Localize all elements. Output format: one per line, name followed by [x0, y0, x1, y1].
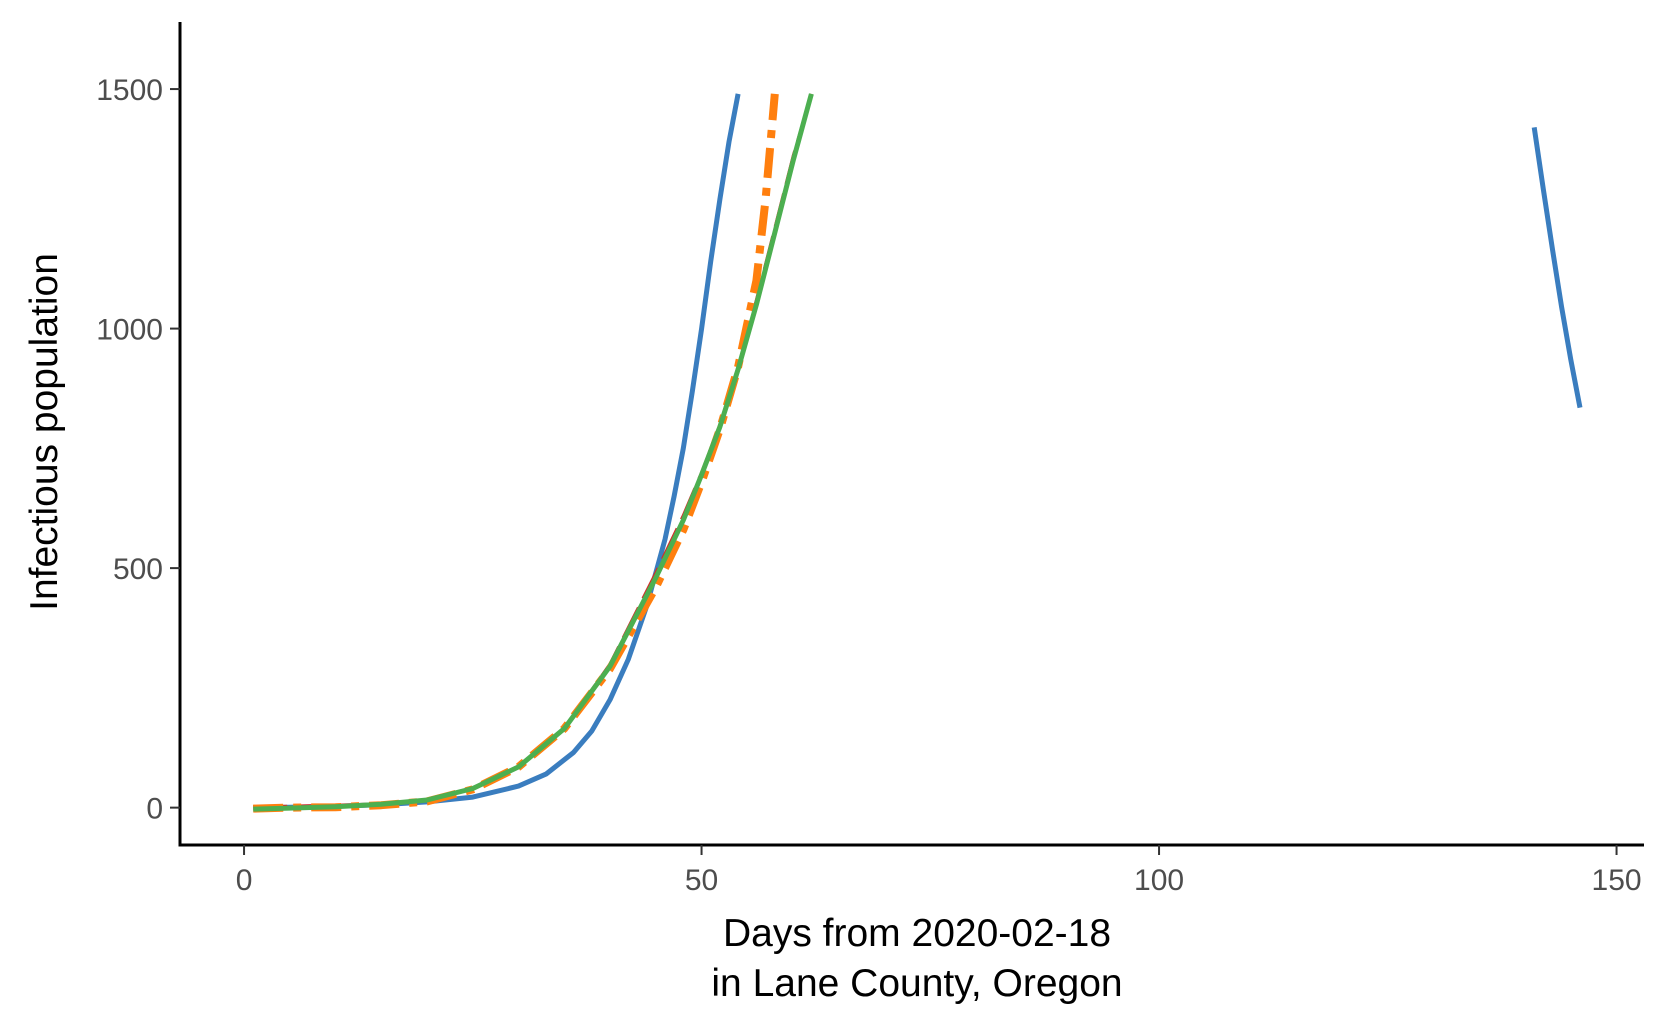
series-2-line [253, 93, 813, 809]
y-tick-label: 0 [146, 793, 163, 826]
series-4-line [253, 93, 814, 812]
series-3-line [253, 93, 779, 813]
plot-lines [253, 93, 1583, 813]
series-1-line-segment-1 [253, 93, 741, 811]
x-tick-label: 100 [1134, 864, 1184, 897]
x-tick-label: 0 [236, 864, 253, 897]
x-tick-label: 150 [1592, 864, 1642, 897]
y-tick-label: 500 [113, 553, 163, 586]
series-1-line-segment-2 [1531, 127, 1583, 409]
y-tick-label: 1000 [96, 314, 163, 347]
x-axis-title-line-2: in Lane County, Oregon [711, 962, 1122, 1005]
x-axis-title-line-1: Days from 2020-02-18 [723, 912, 1111, 955]
y-tick-label: 1500 [96, 74, 163, 107]
y-axis-title: Infectious population [23, 253, 66, 611]
axes [170, 22, 1644, 855]
x-tick-label: 50 [685, 864, 718, 897]
